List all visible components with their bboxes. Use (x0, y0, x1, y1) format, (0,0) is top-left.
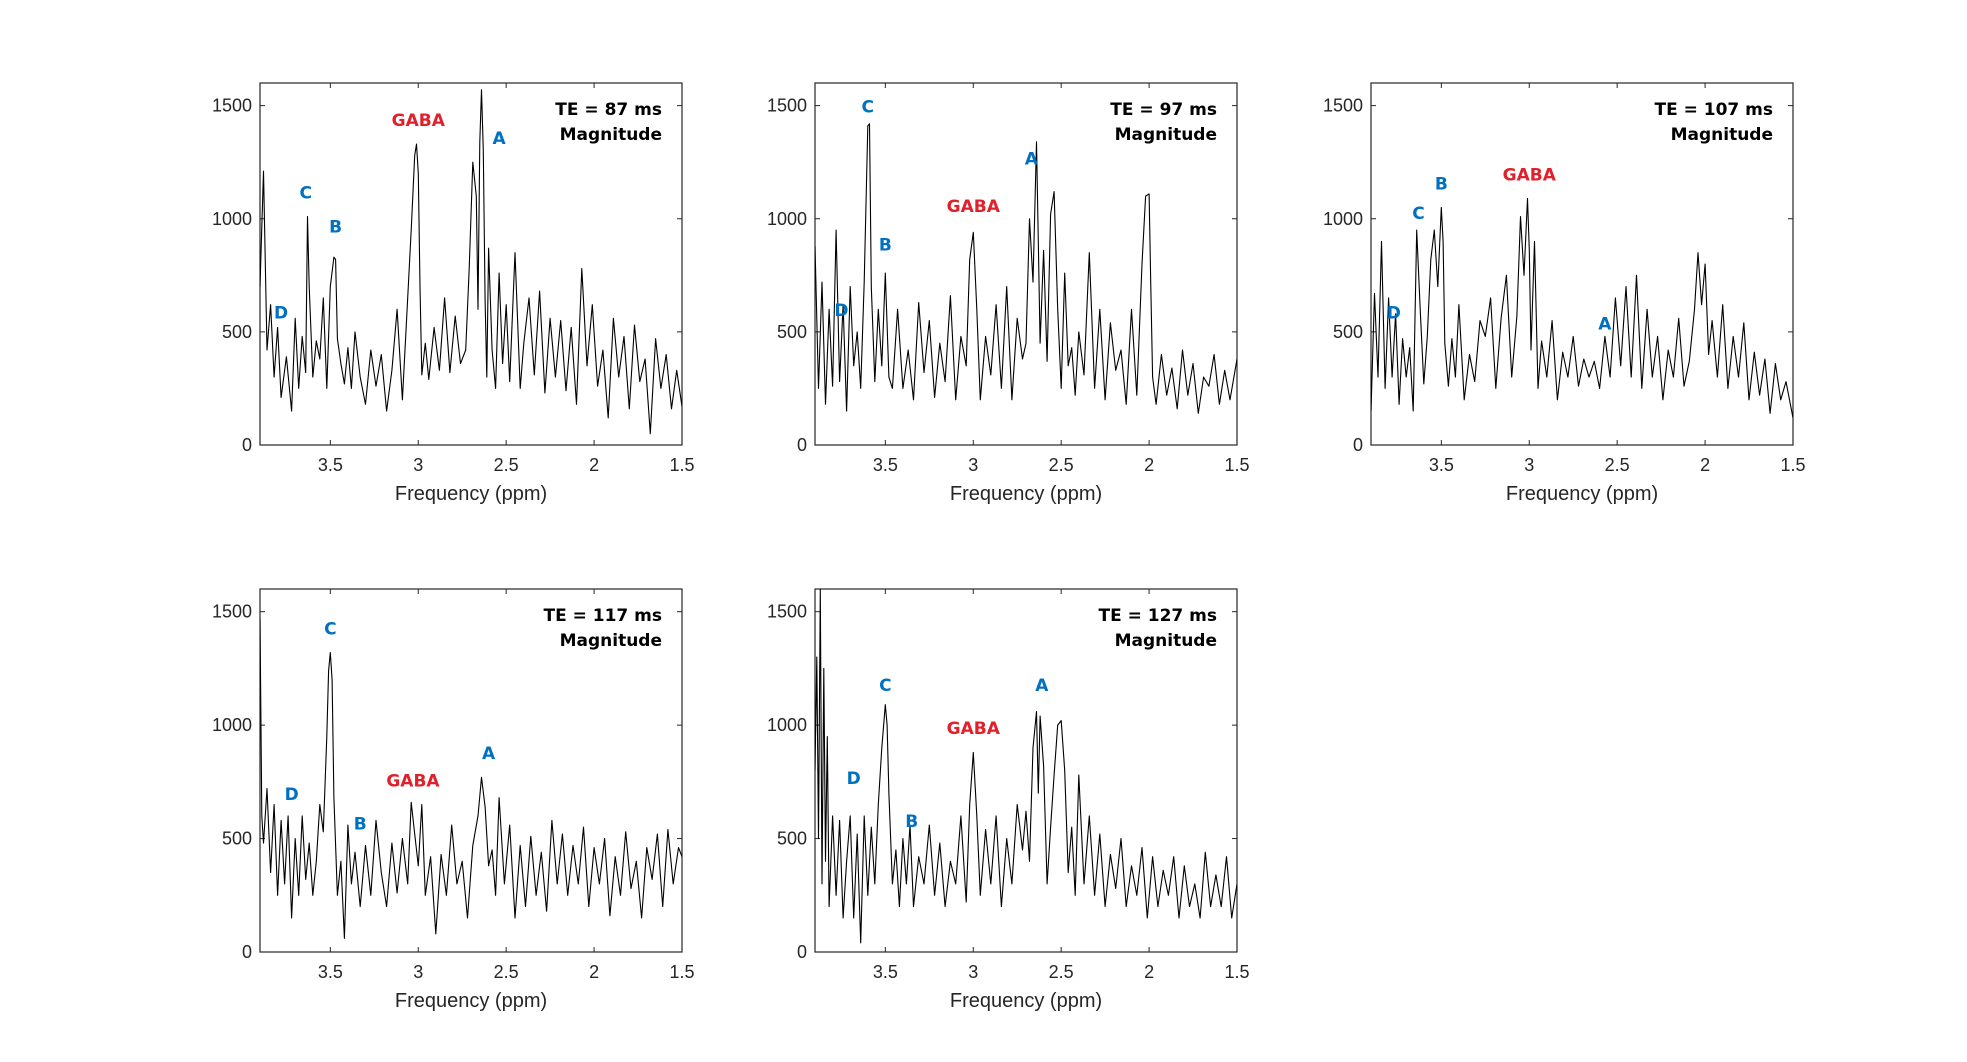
x-tick-label: 1.5 (1224, 455, 1249, 475)
peak-label-d: D (834, 301, 848, 321)
peak-label-c: C (299, 183, 311, 203)
x-tick-label: 2.5 (1049, 455, 1074, 475)
peak-label-b: B (354, 814, 367, 834)
peak-label-b: B (1435, 174, 1448, 194)
spectrum-panel-5: 3.5 3 2.5 2 1.5 0 500 1000 1500 Frequency (ppm) TE… (767, 588, 1250, 1012)
peak-label-gaba: GABA (947, 197, 1001, 217)
x-tick-label: 3.5 (873, 962, 898, 982)
axes-box (1370, 82, 1794, 446)
mode-label: Magnitude (1671, 125, 1773, 145)
spectrum-line (815, 589, 1237, 944)
y-tick-label: 0 (242, 435, 252, 455)
y-tick-label: 1500 (212, 602, 252, 622)
x-tick-label: 3.5 (873, 455, 898, 475)
y-tick-label: 0 (797, 435, 807, 455)
peak-label-c: C (879, 676, 891, 696)
y-tick-label: 500 (777, 829, 807, 849)
x-tick-label: 2.5 (1605, 455, 1630, 475)
y-tick-label: 1500 (767, 96, 807, 116)
x-tick-label: 2.5 (494, 962, 519, 982)
spectrum-panel-3: 3.5 3 2.5 2 1.5 0 500 1000 1500 Frequency (ppm) TE… (1323, 82, 1806, 505)
peak-label-a: A (482, 744, 496, 764)
x-axis-title: Frequency (ppm) (950, 483, 1102, 505)
peak-label-b: B (879, 235, 892, 255)
y-tick-label: 0 (1353, 435, 1363, 455)
peak-label-d: D (1387, 303, 1401, 323)
y-tick-label: 0 (242, 942, 252, 962)
mode-label: Magnitude (560, 125, 662, 145)
te-label: TE = 127 ms (1098, 606, 1217, 626)
x-tick-label: 3 (968, 962, 978, 982)
x-tick-label: 1.5 (1224, 962, 1249, 982)
peak-label-b: B (329, 217, 342, 237)
mode-label: Magnitude (1115, 631, 1217, 651)
x-axis-title: Frequency (ppm) (395, 990, 547, 1012)
te-label: TE = 117 ms (543, 606, 662, 626)
spectrum-panel-4: 3.5 3 2.5 2 1.5 0 500 1000 1500 Frequency (ppm) TE… (212, 588, 695, 1012)
x-tick-label: 1.5 (669, 455, 694, 475)
x-tick-label: 3.5 (1429, 455, 1454, 475)
y-tick-label: 1500 (767, 602, 807, 622)
peak-label-d: D (274, 303, 288, 323)
spectrum-line (260, 89, 682, 435)
peak-label-a: A (1025, 149, 1039, 169)
x-tick-label: 2.5 (1049, 962, 1074, 982)
x-axis-title: Frequency (ppm) (950, 990, 1102, 1012)
peak-label-a: A (1598, 315, 1612, 335)
x-tick-label: 3 (968, 455, 978, 475)
x-tick-label: 3 (413, 962, 423, 982)
peak-label-a: A (1035, 676, 1049, 696)
spectrum-line (815, 123, 1237, 414)
peak-label-a: A (493, 129, 507, 149)
y-tick-label: 500 (777, 322, 807, 342)
y-tick-label: 1000 (767, 209, 807, 229)
x-tick-label: 2 (589, 455, 599, 475)
spectrum-line (1371, 197, 1793, 419)
y-tick-label: 1500 (212, 96, 252, 116)
x-tick-label: 2 (589, 962, 599, 982)
mode-label: Magnitude (1115, 125, 1217, 145)
spectrum-panel-1: 3.5 3 2.5 2 1.5 0 500 1000 1500 Frequency (ppm) TE… (212, 82, 695, 505)
peak-label-c: C (1412, 204, 1424, 224)
te-label: TE = 97 ms (1110, 100, 1217, 120)
peak-label-d: D (847, 769, 861, 789)
x-tick-label: 3.5 (318, 455, 343, 475)
y-tick-label: 500 (222, 322, 252, 342)
peak-label-gaba: GABA (1503, 165, 1557, 185)
x-tick-label: 2 (1144, 962, 1154, 982)
spectrum-line (260, 618, 682, 939)
y-tick-label: 1000 (767, 715, 807, 735)
x-tick-label: 3.5 (318, 962, 343, 982)
x-axis-title: Frequency (ppm) (1506, 483, 1658, 505)
y-tick-label: 1000 (212, 209, 252, 229)
spectrum-panel-2: 3.5 3 2.5 2 1.5 0 500 1000 1500 Frequency (ppm) TE… (767, 82, 1250, 505)
te-label: TE = 107 ms (1654, 100, 1773, 120)
peak-label-gaba: GABA (947, 719, 1001, 739)
peak-label-d: D (285, 785, 299, 805)
peak-label-gaba: GABA (386, 771, 440, 791)
x-tick-label: 3 (1524, 455, 1534, 475)
y-tick-label: 1000 (1323, 209, 1363, 229)
x-axis-title: Frequency (ppm) (395, 483, 547, 505)
x-tick-label: 1.5 (1780, 455, 1805, 475)
y-tick-label: 0 (797, 942, 807, 962)
te-label: TE = 87 ms (555, 100, 662, 120)
peak-label-b: B (905, 812, 918, 832)
x-tick-label: 2.5 (494, 455, 519, 475)
y-tick-label: 500 (222, 829, 252, 849)
y-tick-label: 1500 (1323, 96, 1363, 116)
axes-box (259, 82, 683, 446)
peak-label-c: C (862, 97, 874, 117)
axes-box (259, 588, 683, 953)
x-tick-label: 2 (1700, 455, 1710, 475)
mode-label: Magnitude (560, 631, 662, 651)
y-tick-label: 1000 (212, 715, 252, 735)
x-tick-label: 3 (413, 455, 423, 475)
x-tick-label: 1.5 (669, 962, 694, 982)
peak-label-c: C (324, 619, 336, 639)
x-tick-label: 2 (1144, 455, 1154, 475)
y-tick-label: 500 (1333, 322, 1363, 342)
peak-label-gaba: GABA (392, 111, 446, 131)
